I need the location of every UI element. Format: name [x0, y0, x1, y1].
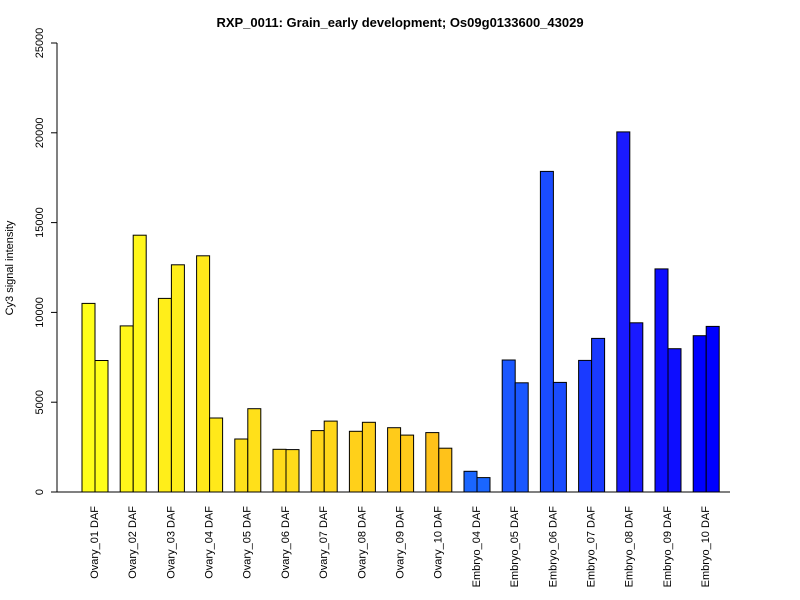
- bar-embryo-04-daf-rep2: [476, 477, 491, 493]
- x-tick-label: Embryo_05 DAF: [509, 506, 521, 588]
- bar-ovary-09-daf-rep2: [400, 434, 415, 493]
- x-tick-label: Ovary_06 DAF: [280, 506, 292, 579]
- x-tick-label: Ovary_08 DAF: [356, 506, 368, 579]
- bar-ovary-09-daf-rep1: [387, 427, 402, 493]
- bar-embryo-10-daf-rep1: [692, 335, 707, 493]
- y-tick-label: 15000: [34, 207, 46, 238]
- bar-ovary-03-daf-rep2: [170, 264, 185, 493]
- x-tick-label: Embryo_06 DAF: [547, 506, 559, 588]
- bar-embryo-08-daf-rep1: [616, 131, 631, 493]
- bar-embryo-04-daf-rep1: [463, 470, 478, 493]
- bar-embryo-07-daf-rep1: [578, 359, 593, 493]
- bar-embryo-09-daf-rep1: [654, 268, 669, 493]
- bar-ovary-08-daf-rep2: [361, 421, 376, 493]
- bar-ovary-04-daf-rep2: [209, 417, 224, 493]
- bar-embryo-05-daf-rep1: [501, 359, 516, 493]
- bar-embryo-09-daf-rep2: [667, 348, 682, 493]
- bar-ovary-01-daf-rep2: [94, 360, 109, 493]
- bars-group: [81, 131, 720, 493]
- x-tick-label: Ovary_02 DAF: [127, 506, 139, 579]
- bar-embryo-07-daf-rep2: [591, 337, 606, 493]
- bar-ovary-08-daf-rep1: [348, 430, 363, 493]
- bar-ovary-03-daf-rep1: [157, 297, 172, 493]
- bar-ovary-01-daf-rep1: [81, 302, 96, 493]
- x-tick-label: Ovary_07 DAF: [318, 506, 330, 579]
- y-tick-label: 25000: [34, 28, 46, 59]
- x-tick-label: Ovary_04 DAF: [204, 506, 216, 579]
- y-tick-label: 20000: [34, 118, 46, 149]
- y-axis: 0 5000 10000 15000 20000 25000: [34, 28, 58, 495]
- x-tick-label: Embryo_04 DAF: [471, 506, 483, 588]
- x-tick-label: Ovary_10 DAF: [433, 506, 445, 579]
- bar-ovary-06-daf-rep1: [272, 448, 287, 493]
- bar-ovary-04-daf-rep1: [196, 255, 211, 493]
- bar-ovary-06-daf-rep2: [285, 449, 300, 493]
- bar-embryo-10-daf-rep2: [705, 325, 720, 493]
- bar-ovary-02-daf-rep1: [119, 325, 134, 493]
- chart-title: RXP_0011: Grain_early development; Os09g…: [216, 15, 583, 30]
- bar-ovary-10-daf-rep2: [438, 447, 453, 493]
- bar-ovary-07-daf-rep1: [310, 430, 325, 493]
- y-tick-label: 0: [34, 489, 46, 495]
- bar-embryo-06-daf-rep2: [552, 381, 567, 493]
- bar-ovary-05-daf-rep1: [234, 438, 249, 493]
- bar-ovary-07-daf-rep2: [323, 420, 338, 493]
- x-tick-labels: Ovary_01 DAF Ovary_02 DAF Ovary_03 DAF Ovar…: [89, 506, 712, 588]
- bar-embryo-08-daf-rep2: [629, 322, 644, 493]
- x-tick-label: Ovary_05 DAF: [242, 506, 254, 579]
- bar-embryo-06-daf-rep1: [539, 170, 554, 493]
- x-tick-label: Ovary_09 DAF: [395, 506, 407, 579]
- bar-ovary-10-daf-rep1: [425, 432, 440, 493]
- x-tick-label: Embryo_10 DAF: [700, 506, 712, 588]
- x-tick-label: Embryo_08 DAF: [624, 506, 636, 588]
- bar-ovary-02-daf-rep2: [132, 234, 147, 493]
- y-axis-label: Cy3 signal intensity: [4, 220, 16, 315]
- y-tick-label: 5000: [34, 390, 46, 414]
- bar-embryo-05-daf-rep2: [514, 382, 529, 493]
- x-tick-label: Embryo_07 DAF: [586, 506, 598, 588]
- x-tick-label: Embryo_09 DAF: [662, 506, 674, 588]
- bar-ovary-05-daf-rep2: [247, 408, 262, 493]
- x-tick-label: Ovary_03 DAF: [165, 506, 177, 579]
- y-tick-label: 10000: [34, 297, 46, 328]
- x-tick-label: Ovary_01 DAF: [89, 506, 101, 579]
